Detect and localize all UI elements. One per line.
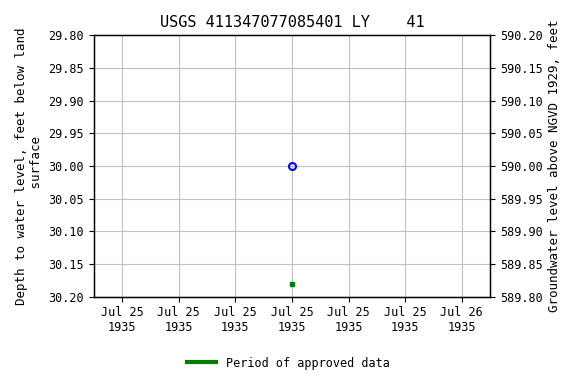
Legend: Period of approved data: Period of approved data xyxy=(182,352,394,374)
Title: USGS 411347077085401 LY    41: USGS 411347077085401 LY 41 xyxy=(160,15,425,30)
Y-axis label: Depth to water level, feet below land
 surface: Depth to water level, feet below land su… xyxy=(15,27,43,305)
Y-axis label: Groundwater level above NGVD 1929, feet: Groundwater level above NGVD 1929, feet xyxy=(548,20,561,312)
